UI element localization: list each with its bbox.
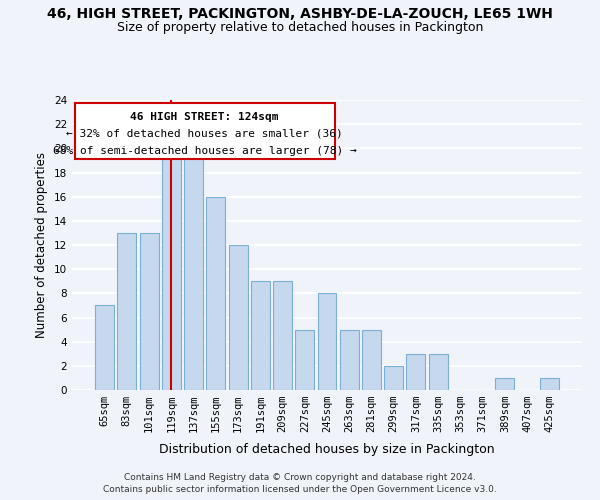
Bar [295,330,314,390]
Bar [162,148,181,390]
Text: 46, HIGH STREET, PACKINGTON, ASHBY-DE-LA-ZOUCH, LE65 1WH: 46, HIGH STREET, PACKINGTON, ASHBY-DE-LA… [47,8,553,22]
Text: 46 HIGH STREET: 124sqm: 46 HIGH STREET: 124sqm [130,112,279,122]
Bar [140,233,158,390]
Text: 68% of semi-detached houses are larger (78) →: 68% of semi-detached houses are larger (… [53,146,356,156]
Bar [406,354,425,390]
Bar [317,294,337,390]
Text: ← 32% of detached houses are smaller (36): ← 32% of detached houses are smaller (36… [66,129,343,139]
Bar [184,148,203,390]
Y-axis label: Number of detached properties: Number of detached properties [35,152,49,338]
Bar [540,378,559,390]
FancyBboxPatch shape [74,103,335,160]
Bar [340,330,359,390]
Bar [118,233,136,390]
Text: Contains HM Land Registry data © Crown copyright and database right 2024.: Contains HM Land Registry data © Crown c… [124,472,476,482]
Bar [384,366,403,390]
Text: Distribution of detached houses by size in Packington: Distribution of detached houses by size … [159,442,495,456]
Text: Contains public sector information licensed under the Open Government Licence v3: Contains public sector information licen… [103,485,497,494]
Bar [206,196,225,390]
Bar [496,378,514,390]
Bar [273,281,292,390]
Bar [229,245,248,390]
Bar [429,354,448,390]
Bar [362,330,381,390]
Bar [95,306,114,390]
Bar [251,281,270,390]
Text: Size of property relative to detached houses in Packington: Size of property relative to detached ho… [117,21,483,34]
